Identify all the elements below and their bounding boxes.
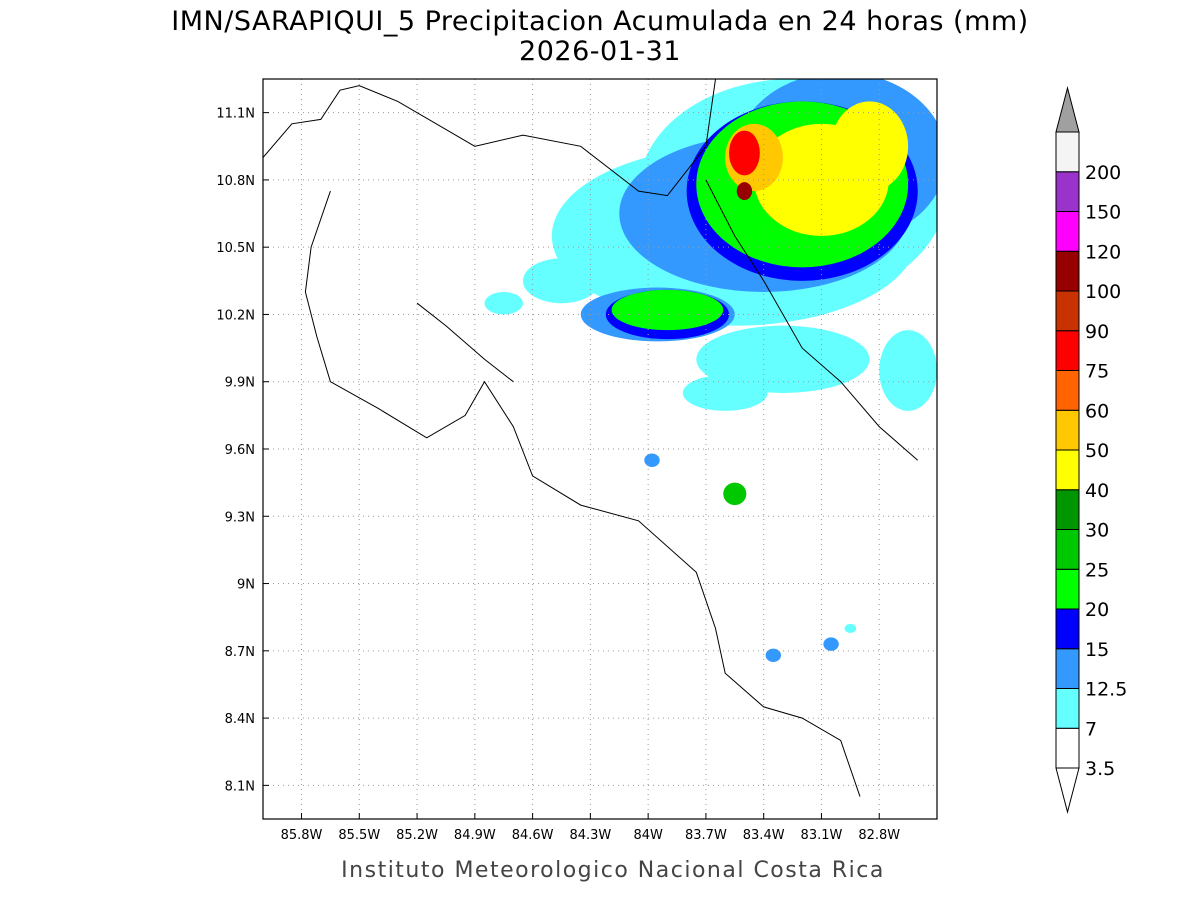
precip-cell-15 xyxy=(831,101,909,192)
precip-cell-12 xyxy=(611,289,724,331)
lat-tick-label: 10.5N xyxy=(216,241,255,256)
lon-tick-label: 82.8W xyxy=(858,828,900,843)
footer-credit: Instituto Meteorologico Nacional Costa R… xyxy=(341,858,885,883)
lat-tick-label: 10.8N xyxy=(216,174,255,189)
lat-tick-label: 9.3N xyxy=(225,510,255,525)
colorbar-label: 3.5 xyxy=(1085,758,1115,780)
colorbar-lower-arrow xyxy=(1055,767,1080,814)
colorbar-swatch-1 xyxy=(1055,688,1080,729)
colorbar-swatch-15 xyxy=(1055,131,1080,173)
coastline-0 xyxy=(263,79,716,197)
lon-tick-label: 85.5W xyxy=(338,828,380,843)
lat-tick-label: 8.7N xyxy=(225,645,255,660)
precip-cell-5 xyxy=(879,330,937,411)
lon-tick-label: 84.3W xyxy=(569,828,611,843)
colorbar-label: 40 xyxy=(1085,480,1109,502)
colorbar-label: 20 xyxy=(1085,599,1109,621)
colorbar-swatch-10 xyxy=(1055,330,1080,371)
coastline-2 xyxy=(416,302,514,383)
colorbar-swatch-0 xyxy=(1055,727,1080,769)
lon-tick-label: 83.1W xyxy=(801,828,843,843)
colorbar-label: 50 xyxy=(1085,440,1109,462)
lon-tick-label: 85.8W xyxy=(281,828,323,843)
lat-lon-grid xyxy=(263,79,937,819)
lon-tick-label: 84.9W xyxy=(454,828,496,843)
lon-tick-label: 84.6W xyxy=(512,828,554,843)
colorbar-label: 60 xyxy=(1085,400,1109,422)
lat-tick-label: 9.6N xyxy=(225,443,255,458)
colorbar-swatch-3 xyxy=(1055,608,1080,650)
colorbar-label: 120 xyxy=(1085,241,1121,263)
colorbar-legend: 3.5 7 12.5 15 20 25 30 40 50 60 75 90 100 120 150 200 xyxy=(1055,86,1127,814)
colorbar-swatch-2 xyxy=(1055,648,1080,689)
colorbar-label: 7 xyxy=(1085,718,1097,740)
precip-cell-2 xyxy=(522,258,600,304)
map-title-date: 2026-01-31 xyxy=(519,36,681,67)
colorbar-label: 30 xyxy=(1085,520,1109,542)
precip-cell-6 xyxy=(682,375,768,411)
colorbar-swatch-8 xyxy=(1055,409,1080,451)
colorbar-label: 90 xyxy=(1085,321,1109,343)
colorbar-label: 75 xyxy=(1085,361,1109,383)
colorbar-upper-arrow xyxy=(1055,86,1080,133)
map-plot-area xyxy=(262,78,938,820)
precip-cell-3 xyxy=(484,292,523,315)
lon-tick-label: 84W xyxy=(633,828,663,843)
colorbar-label: 150 xyxy=(1085,202,1121,224)
colorbar-swatch-12 xyxy=(1055,250,1080,292)
lat-tick-label: 8.1N xyxy=(225,779,255,794)
colorbar-swatch-13 xyxy=(1055,211,1080,252)
precip-cell-22 xyxy=(823,637,839,651)
lat-tick-label: 10.2N xyxy=(216,308,255,323)
precip-cell-18 xyxy=(736,182,753,201)
colorbar-swatch-7 xyxy=(1055,449,1080,491)
colorbar-swatch-5 xyxy=(1055,529,1080,570)
colorbar-swatch-14 xyxy=(1055,171,1080,212)
colorbar-swatch-4 xyxy=(1055,568,1080,610)
lat-tick-label: 8.4N xyxy=(225,712,255,727)
precip-cell-17 xyxy=(729,130,760,176)
precip-cell-19 xyxy=(644,453,660,467)
coastline-1 xyxy=(304,190,861,797)
lat-tick-label: 9.9N xyxy=(225,376,255,391)
lat-tick-label: 11.1N xyxy=(216,107,255,122)
colorbar-label: 12.5 xyxy=(1085,679,1127,701)
lon-tick-label: 85.2W xyxy=(396,828,438,843)
colorbar-swatch-9 xyxy=(1055,370,1080,411)
coastline-3 xyxy=(705,179,919,461)
colorbar-swatch-11 xyxy=(1055,290,1080,332)
lon-tick-label: 83.4W xyxy=(743,828,785,843)
colorbar-swatch-6 xyxy=(1055,489,1080,530)
map-title-line1: IMN/SARAPIQUI_5 Precipitacion Acumulada … xyxy=(171,6,1028,37)
latitude-axis: 8.1N 8.4N 8.7N 9N 9.3N 9.6N 9.9N 10.2N 10.5N 10.8… xyxy=(216,107,269,794)
coastlines xyxy=(263,79,919,797)
lat-tick-label: 9N xyxy=(237,578,255,593)
longitude-axis: 85.8W 85.5W 85.2W 84.9W 84.6W 84.3W 84W 83.7W 83… xyxy=(281,813,900,843)
colorbar-label: 100 xyxy=(1085,281,1121,303)
precip-cell-21 xyxy=(765,648,782,663)
precipitation-field xyxy=(484,79,937,663)
precip-cell-20 xyxy=(723,482,747,506)
precip-cell-23 xyxy=(844,623,857,633)
colorbar-label: 200 xyxy=(1085,162,1121,184)
colorbar-label: 25 xyxy=(1085,559,1109,581)
colorbar-label: 15 xyxy=(1085,639,1109,661)
lon-tick-label: 83.7W xyxy=(685,828,727,843)
